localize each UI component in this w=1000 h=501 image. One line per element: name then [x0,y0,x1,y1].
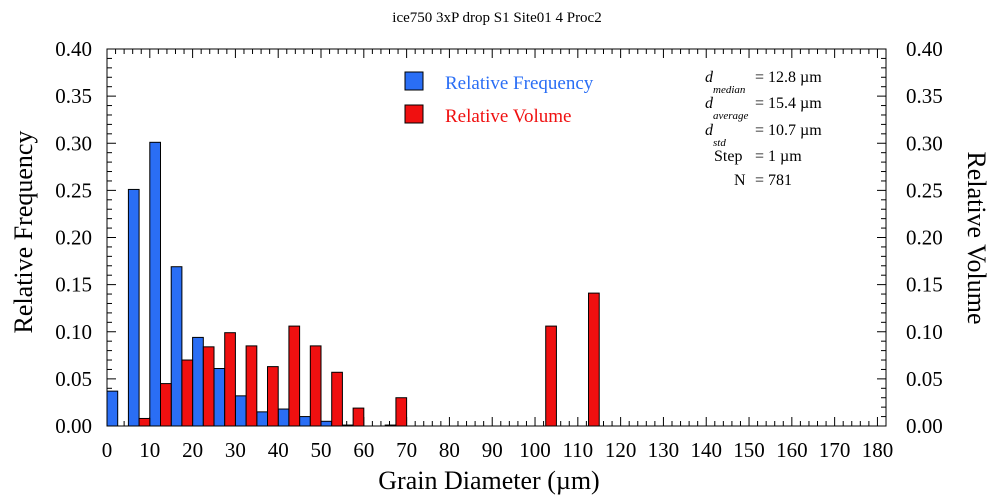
x-tick-label: 180 [862,438,894,462]
y-axis-label: Relative Frequency [9,131,38,334]
chart-title: ice750 3xP drop S1 Site01 4 Proc2 [392,10,601,26]
y-tick-label-right: 0.15 [906,273,943,297]
volume-bar [352,407,365,427]
x-tick-label: 110 [562,438,593,462]
y-tick-label-left: 0.00 [55,414,92,438]
x-tick-label: 150 [733,438,765,462]
x-tick-label: 0 [102,438,113,462]
y-tick-label-left: 0.10 [55,320,92,344]
volume-bar [331,371,343,427]
frequency-bar [170,266,183,427]
legend-swatch-volume [404,104,424,124]
legend: Relative Frequency Relative Volume [404,71,594,127]
y-tick-label-right: 0.20 [906,226,943,250]
stat-std-value: = 10.7 µm [755,122,822,139]
frequency-bar [192,336,204,427]
x-tick-label: 60 [353,438,374,462]
stat-median-value: = 12.8 µm [755,69,822,86]
volume-bar [588,292,600,427]
y-tick-label-right: 0.30 [906,131,943,155]
x-tick-label: 80 [439,438,460,462]
stat-average-sub: average [713,110,749,122]
frequency-bar [277,408,290,427]
volume-bar [202,346,215,427]
y-tick-label-right: 0.10 [906,320,943,344]
stat-step-label: Step [714,148,742,165]
volume-bar [395,397,408,427]
stat-step-value: = 1 µm [755,148,802,165]
frequency-bar [106,390,119,427]
legend-label-frequency: Relative Frequency [445,73,594,94]
x-tick-label: 140 [690,438,722,462]
y-tick-label-left: 0.30 [55,131,92,155]
frequency-bar [320,420,333,427]
x-tick-label: 70 [396,438,417,462]
x-tick-label: 30 [225,438,246,462]
x-tick-label: 120 [605,438,637,462]
frequency-bar [299,416,311,427]
frequency-bar [384,424,397,427]
y-tick-label-left: 0.40 [55,37,92,61]
frequency-bar [234,395,247,427]
stat-n-label: N [734,172,746,189]
volume-bar [160,383,172,427]
x-tick-label: 50 [311,438,332,462]
x-tick-label: 100 [519,438,551,462]
frequency-bar [341,424,354,427]
volume-bar [224,332,236,427]
y-tick-label-left: 0.15 [55,273,92,297]
x-tick-label: 10 [139,438,160,462]
statistics-box: d median = 12.8 µm d average = 15.4 µm d… [705,69,822,189]
y-tick-label-left: 0.05 [55,367,92,391]
x-tick-label: 160 [776,438,808,462]
y-tick-label-right: 0.25 [906,178,943,202]
volume-bar [267,366,279,427]
y-tick-label-left: 0.25 [55,178,92,202]
volume-bar [545,325,557,427]
x-tick-label: 130 [648,438,680,462]
y2-axis-label: Relative Volume [962,151,991,324]
stat-std-sub: std [713,137,726,149]
y-tick-label-right: 0.05 [906,367,943,391]
volume-bar [309,345,322,427]
stat-median-sub: median [713,84,746,96]
x-tick-label: 170 [819,438,851,462]
y-tick-label-right: 0.00 [906,414,943,438]
plot-area: 0 10 20 30 40 50 60 70 80 90 100 110 120 130 140 150 160… [55,37,943,462]
x-tick-label: 90 [482,438,503,462]
frequency-bar [213,368,226,427]
frequency-bar [127,188,140,427]
legend-label-volume: Relative Volume [445,106,571,127]
volume-bar [245,345,258,427]
volume-bar [181,359,194,427]
stat-median-symbol: d [705,69,714,86]
x-axis-label: Grain Diameter (µm) [378,466,599,495]
stat-n-value: = 781 [755,172,792,189]
stat-std-symbol: d [705,122,714,139]
y-tick-label-left: 0.20 [55,226,92,250]
legend-swatch-frequency [404,71,424,91]
y-tick-label-left: 0.35 [55,84,92,108]
y-tick-label-right: 0.35 [906,84,943,108]
y-tick-label-right: 0.40 [906,37,943,61]
volume-bar [138,417,151,427]
x-tick-label: 20 [182,438,203,462]
stat-average-symbol: d [705,95,714,112]
stat-average-value: = 15.4 µm [755,95,822,112]
frequency-bar [149,141,162,427]
x-tick-label: 40 [268,438,289,462]
volume-bar [288,325,301,427]
frequency-bar [256,411,269,427]
